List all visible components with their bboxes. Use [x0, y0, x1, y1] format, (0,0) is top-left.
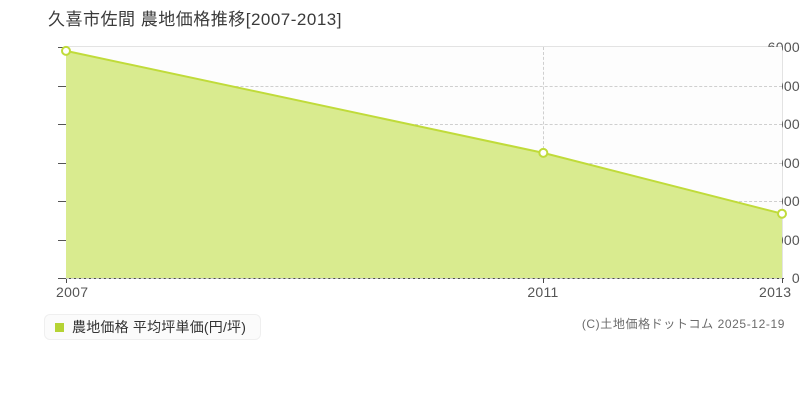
- x-tick-label: 2011: [527, 284, 559, 300]
- gridline-y: [66, 278, 782, 279]
- y-tick-mark: [58, 201, 66, 202]
- data-point-marker[interactable]: [777, 208, 787, 219]
- y-tick-label: 0: [791, 270, 800, 286]
- legend-swatch-icon: [55, 322, 64, 332]
- data-point-marker[interactable]: [61, 45, 71, 56]
- x-tick-label: 2007: [56, 284, 89, 300]
- plot-area: [61, 45, 787, 279]
- x-tick-mark: [543, 278, 545, 283]
- area-fill: [66, 50, 782, 278]
- gridline-y: [66, 124, 782, 125]
- y-tick-mark: [58, 85, 66, 87]
- x-tick-label: 2013: [759, 284, 792, 300]
- data-point-marker[interactable]: [538, 147, 549, 158]
- x-tick-mark: [782, 278, 783, 283]
- page-title: 久喜市佐間 農地価格推移[2007-2013]: [48, 10, 342, 29]
- data-point-markers: [61, 45, 787, 219]
- copyright-credit: (C)土地価格ドットコム 2025-12-19: [581, 317, 785, 331]
- plot-top-border: [66, 46, 783, 47]
- y-tick-mark: [58, 239, 66, 241]
- plot-right-border: [782, 46, 783, 278]
- legend-item-label: 農地価格 平均坪単価(円/坪): [72, 319, 247, 335]
- chart-legend[interactable]: 農地価格 平均坪単価(円/坪): [44, 314, 262, 340]
- y-tick-mark: [58, 47, 66, 48]
- x-tick-mark: [66, 278, 67, 283]
- y-tick-mark: [58, 278, 66, 279]
- y-tick-mark: [58, 124, 66, 125]
- y-tick-mark: [58, 162, 66, 164]
- gridline-y: [66, 85, 782, 87]
- series-graphic: [61, 45, 787, 278]
